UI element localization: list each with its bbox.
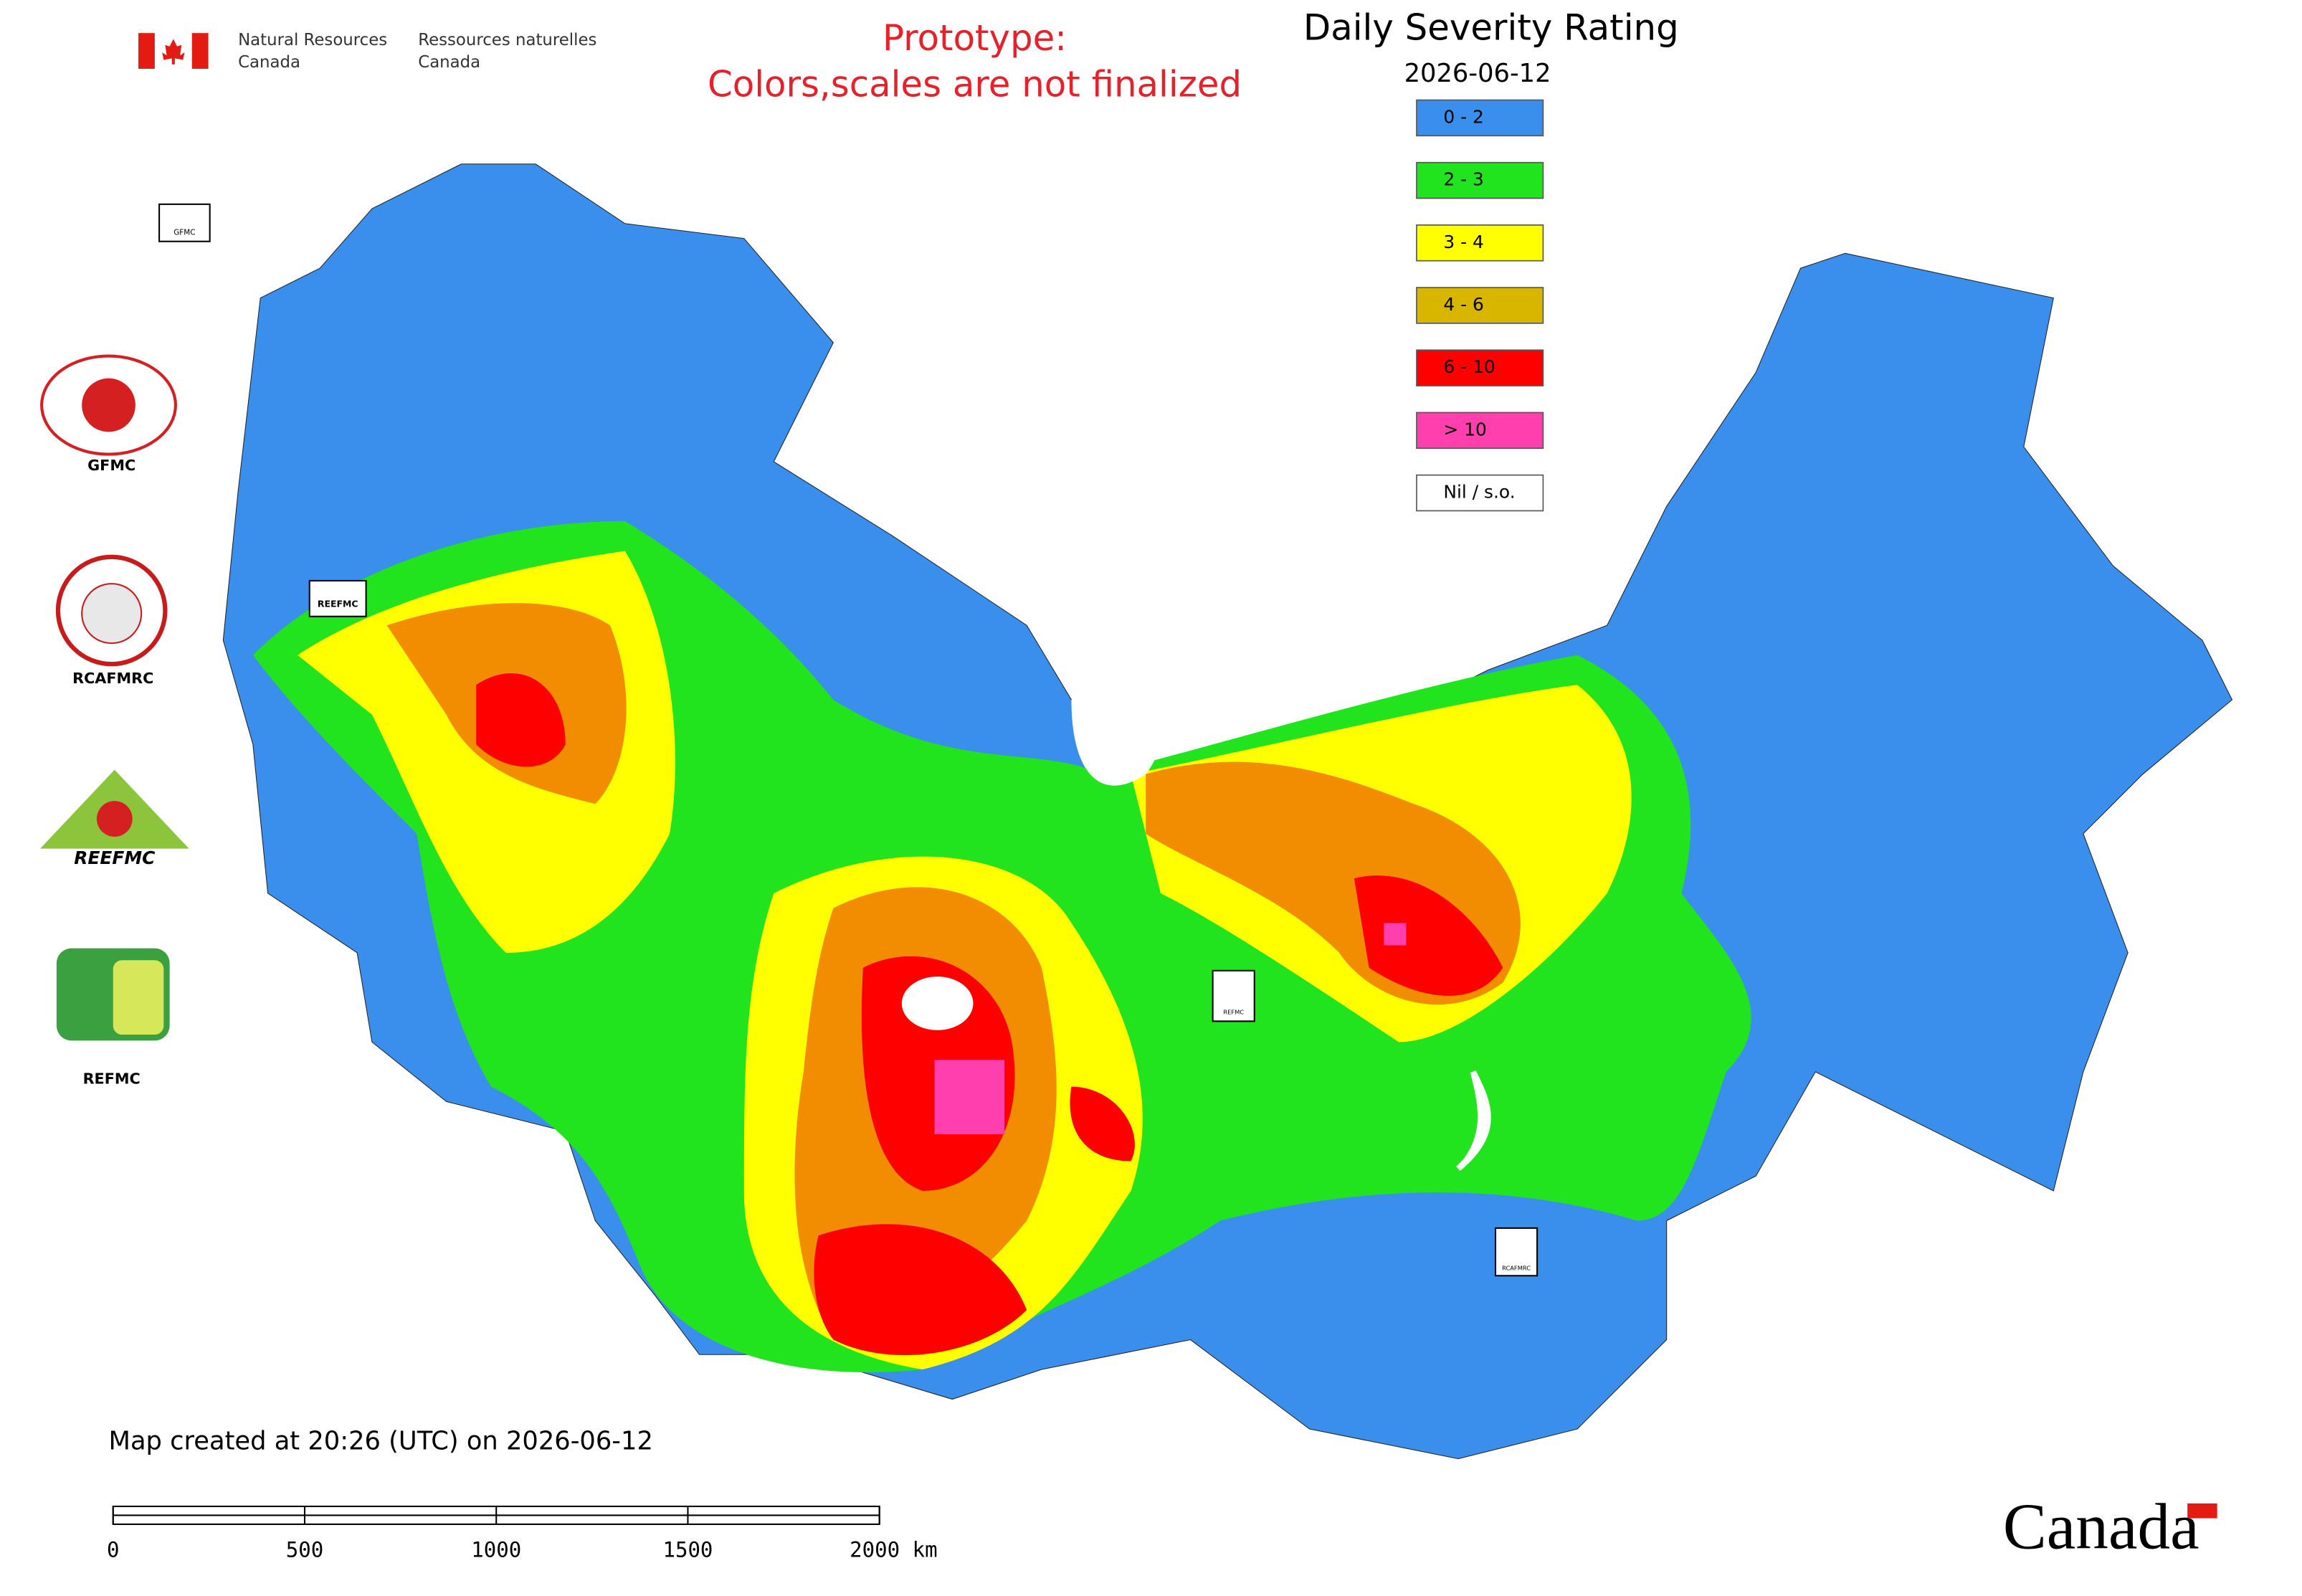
wordmark: Canada — [2003, 1490, 2199, 1562]
legend-label: 6 - 10 — [1443, 356, 1495, 377]
zone-red — [476, 673, 1503, 1356]
legend-label: 4 - 6 — [1443, 294, 1483, 315]
legend-swatch — [1416, 224, 1544, 262]
nil-area — [901, 977, 974, 1030]
legend-label: 0 - 2 — [1443, 106, 1483, 127]
scale-label: 1000 — [471, 1537, 521, 1562]
legend-label: Nil / s.o. — [1443, 481, 1515, 502]
map-markers: GFMC REEFMC REFMC RCAFMRC — [158, 203, 1538, 1277]
zone-magenta — [934, 923, 1407, 1135]
scale-label: 2000 km — [850, 1537, 937, 1562]
marker-label: GFMC — [173, 228, 195, 237]
logo-emblem — [82, 378, 135, 432]
kara-sea — [1071, 690, 1161, 786]
legend-swatch — [1416, 287, 1544, 324]
legend-label: 2 - 3 — [1443, 169, 1483, 190]
logo-emblem — [113, 960, 164, 1035]
flag-band — [138, 33, 155, 69]
scale-label: 500 — [286, 1537, 323, 1562]
wordmark-flag — [2187, 1503, 2217, 1519]
department-fr: Ressources naturelles — [418, 31, 596, 49]
logo-emblem — [81, 583, 143, 645]
legend-swatch — [1416, 349, 1544, 386]
footer: Map created at 20:26 (UTC) on 2026-06-12… — [107, 1427, 2217, 1562]
logo-label: REEFMC — [74, 847, 156, 868]
marker-label: RCAFMRC — [1502, 1264, 1531, 1271]
logo-label: GFMC — [87, 457, 135, 474]
legend-swatch — [1416, 412, 1544, 450]
header: Natural Resources Canada Ressources natu… — [138, 6, 1679, 105]
marker-label: REEFMC — [318, 599, 358, 609]
legend-label: 3 - 4 — [1443, 232, 1483, 252]
logos: GFMC RCAFMRC REEFMC REFMC — [40, 354, 189, 1087]
legend-swatch — [1416, 99, 1544, 137]
created-note: Map created at 20:26 (UTC) on 2026-06-12 — [109, 1427, 653, 1456]
marker-label: REFMC — [1223, 1008, 1244, 1015]
legend: 0 - 2 2 - 3 3 - 4 4 - 6 6 - 10 > 10 Nil / s.o. — [1416, 99, 1544, 512]
map — [222, 163, 2233, 1460]
logo-emblem — [96, 801, 133, 837]
notice: Prototype: — [883, 17, 1067, 59]
legend-swatch — [1416, 474, 1544, 512]
scale-bar: 0 500 1000 1500 2000 km — [107, 1505, 938, 1562]
maple-leaf — [162, 39, 185, 65]
department-en: Canada — [238, 53, 300, 72]
marker-box — [1494, 1227, 1538, 1277]
date: 2026-06-12 — [1404, 59, 1551, 88]
legend-label: > 10 — [1443, 419, 1486, 440]
legend-swatch — [1416, 161, 1544, 199]
marker-box — [1212, 969, 1255, 1022]
title: Daily Severity Rating — [1303, 6, 1679, 48]
scale-label: 0 — [107, 1537, 120, 1562]
marker-box — [158, 203, 211, 242]
logo-label: REFMC — [83, 1070, 141, 1087]
department-en: Natural Resources — [238, 31, 387, 49]
marker-box — [308, 579, 367, 617]
department-fr: Canada — [418, 53, 480, 72]
flag-band — [191, 33, 209, 69]
lake-baikal — [1456, 1070, 1491, 1172]
notice: Colors,scales are not finalized — [708, 63, 1242, 105]
logo-label: RCAFMRC — [72, 670, 153, 687]
scale-label: 1500 — [662, 1537, 713, 1562]
